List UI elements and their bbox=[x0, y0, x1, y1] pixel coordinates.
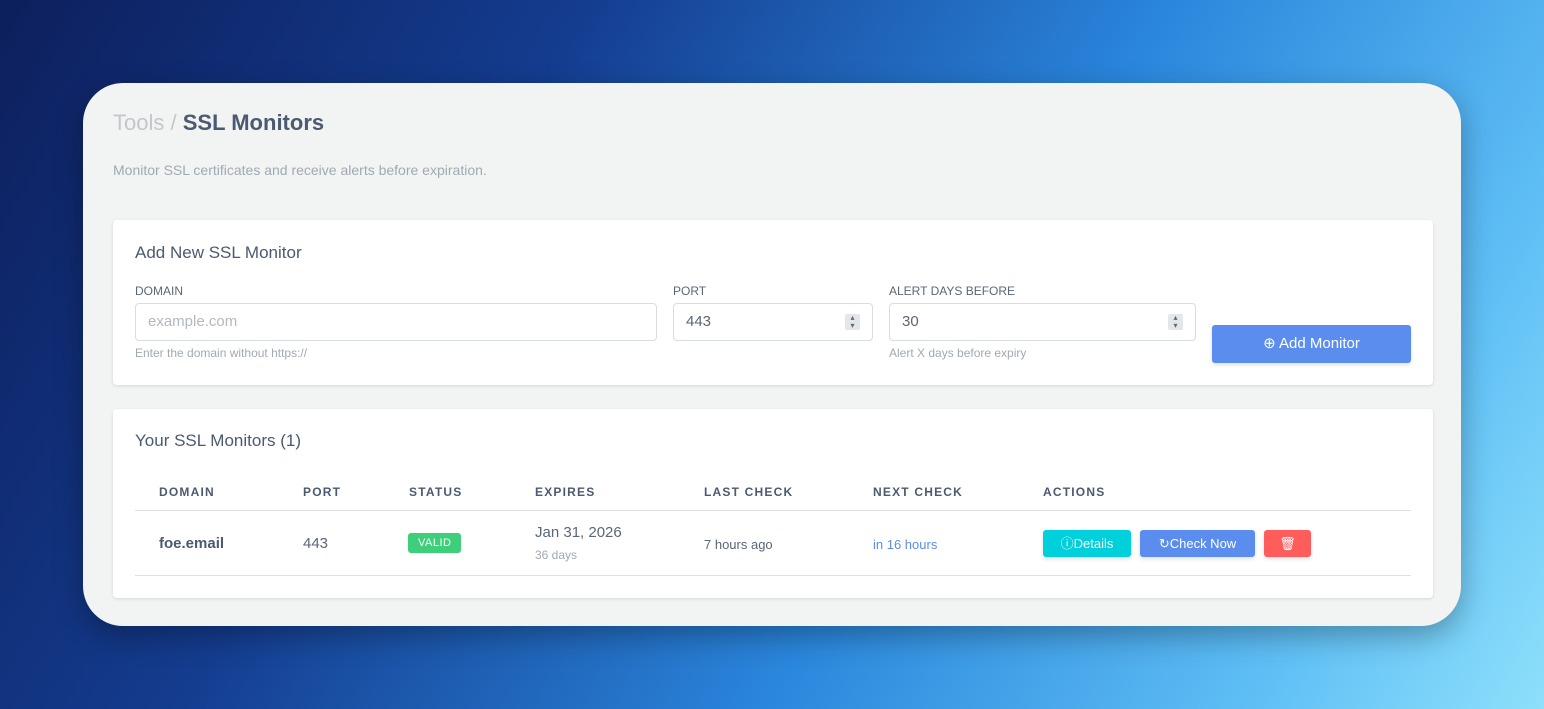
page-subtitle: Monitor SSL certificates and receive ale… bbox=[113, 162, 487, 178]
details-label: Details bbox=[1073, 536, 1114, 551]
column-header: NEXT CHECK bbox=[873, 485, 964, 499]
trash-icon: 🗑 bbox=[1279, 536, 1296, 551]
page-title: SSL Monitors bbox=[182, 110, 325, 135]
details-button[interactable]: ⓘDetails bbox=[1043, 530, 1131, 557]
delete-button[interactable]: 🗑 bbox=[1264, 530, 1311, 557]
domain-input[interactable]: example.com bbox=[135, 303, 657, 341]
domain-hint: Enter the domain without https:// bbox=[135, 346, 308, 360]
column-header: ACTIONS bbox=[1043, 485, 1106, 499]
port-label: PORT bbox=[673, 284, 707, 298]
spinner-icon[interactable]: ▴ ▾ bbox=[845, 314, 860, 330]
expires-date: Jan 31, 2026 bbox=[535, 524, 622, 541]
column-header: DOMAIN bbox=[159, 485, 215, 499]
plus-circle-icon: ⊕ bbox=[1263, 335, 1276, 352]
info-icon: ⓘ bbox=[1060, 536, 1074, 551]
column-header: EXPIRES bbox=[535, 485, 596, 499]
breadcrumb-separator: / bbox=[170, 110, 177, 135]
column-header: LAST CHECK bbox=[704, 485, 794, 499]
add-monitor-card: Add New SSL Monitor DOMAIN example.com E… bbox=[113, 220, 1433, 385]
next-check-cell: in 16 hours bbox=[873, 537, 938, 552]
column-header: STATUS bbox=[409, 485, 463, 499]
port-value: 443 bbox=[686, 313, 712, 330]
spinner-icon[interactable]: ▴ ▾ bbox=[1168, 314, 1183, 330]
domain-cell: foe.email bbox=[159, 535, 225, 552]
monitors-card: Your SSL Monitors (1) DOMAIN PORT STATUS… bbox=[113, 409, 1433, 598]
check-now-label: Check Now bbox=[1169, 536, 1237, 551]
alert-days-input[interactable]: 30 ▴ ▾ bbox=[889, 303, 1196, 341]
port-input[interactable]: 443 ▴ ▾ bbox=[673, 303, 873, 341]
alert-days-hint: Alert X days before expiry bbox=[889, 346, 1027, 360]
add-monitor-button[interactable]: ⊕ Add Monitor bbox=[1212, 325, 1411, 363]
check-now-button[interactable]: ↻Check Now bbox=[1140, 530, 1255, 557]
alert-days-value: 30 bbox=[902, 313, 919, 330]
last-check-cell: 7 hours ago bbox=[704, 537, 773, 552]
breadcrumb-parent[interactable]: Tools bbox=[113, 110, 165, 135]
refresh-icon: ↻ bbox=[1158, 536, 1170, 551]
app-window: Tools / SSL Monitors Monitor SSL certifi… bbox=[83, 83, 1461, 626]
status-badge: VALID bbox=[408, 533, 462, 553]
monitors-title: Your SSL Monitors (1) bbox=[135, 431, 301, 450]
divider bbox=[135, 510, 1411, 511]
domain-placeholder: example.com bbox=[148, 313, 238, 330]
add-monitor-label: Add Monitor bbox=[1279, 335, 1360, 352]
divider bbox=[135, 575, 1411, 576]
expires-days: 36 days bbox=[535, 548, 578, 562]
alert-days-label: ALERT DAYS BEFORE bbox=[889, 284, 1016, 298]
breadcrumb: Tools / SSL Monitors bbox=[113, 110, 324, 136]
port-cell: 443 bbox=[303, 535, 329, 552]
domain-label: DOMAIN bbox=[135, 284, 183, 298]
form-title: Add New SSL Monitor bbox=[135, 243, 302, 262]
column-header: PORT bbox=[303, 485, 342, 499]
